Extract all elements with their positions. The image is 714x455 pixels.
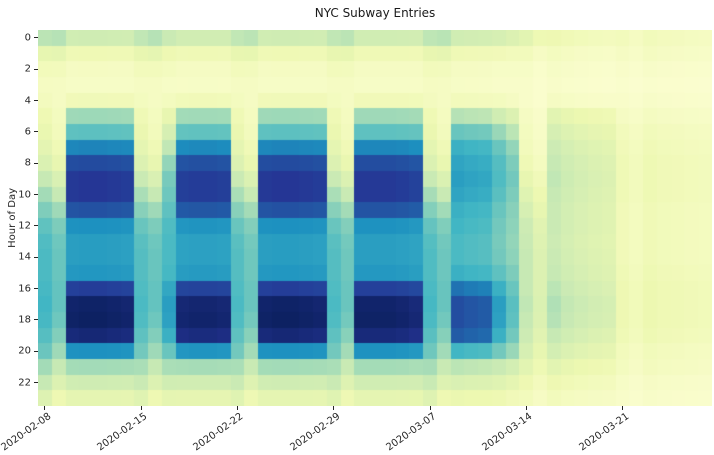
y-tick-label: 12 — [18, 220, 31, 232]
y-tick-label: 8 — [24, 157, 31, 169]
y-tick-label: 2 — [24, 63, 31, 75]
y-tick-mark — [34, 256, 38, 258]
y-tick-label: 22 — [18, 377, 31, 388]
x-tick-mark — [525, 406, 527, 410]
x-tick-mark — [333, 406, 335, 410]
y-tick-label: 4 — [24, 95, 31, 106]
y-tick-mark — [34, 288, 38, 289]
x-tick-mark — [622, 406, 624, 410]
y-tick-label: 14 — [18, 251, 31, 263]
x-tick-label: 2020-02-15 — [95, 411, 150, 454]
y-axis-label: Hour of Day — [6, 0, 18, 436]
y-tick-label: 16 — [18, 283, 31, 294]
y-tick-mark — [34, 162, 38, 164]
x-tick-mark — [429, 406, 431, 410]
y-tick-label: 10 — [18, 189, 31, 200]
y-tick-mark — [34, 68, 38, 70]
y-tick-mark — [34, 37, 38, 39]
x-tick-mark — [44, 406, 46, 410]
y-tick-mark — [34, 350, 38, 352]
y-tick-mark — [34, 382, 38, 383]
y-tick-label: 6 — [24, 126, 31, 138]
y-tick-label: 20 — [18, 345, 31, 357]
x-tick-label: 2020-02-29 — [288, 411, 343, 454]
y-tick-mark — [34, 225, 38, 227]
y-tick-label: 0 — [24, 32, 31, 44]
y-tick-mark — [34, 131, 38, 133]
y-tick-mark — [34, 194, 38, 195]
x-tick-label: 2020-03-14 — [480, 411, 535, 454]
x-tick-label: 2020-03-21 — [576, 411, 631, 454]
x-tick-mark — [236, 406, 238, 410]
x-tick-mark — [140, 406, 142, 410]
x-tick-label: 2020-02-22 — [191, 411, 246, 454]
heatmap-canvas — [38, 30, 712, 406]
y-axis-label-text: Hour of Day — [6, 188, 18, 248]
y-tick-label: 18 — [18, 314, 31, 326]
x-tick-label: 2020-03-07 — [384, 411, 439, 454]
y-tick-mark — [34, 319, 38, 321]
chart-title: NYC Subway Entries — [314, 6, 436, 20]
y-tick-mark — [34, 100, 38, 101]
